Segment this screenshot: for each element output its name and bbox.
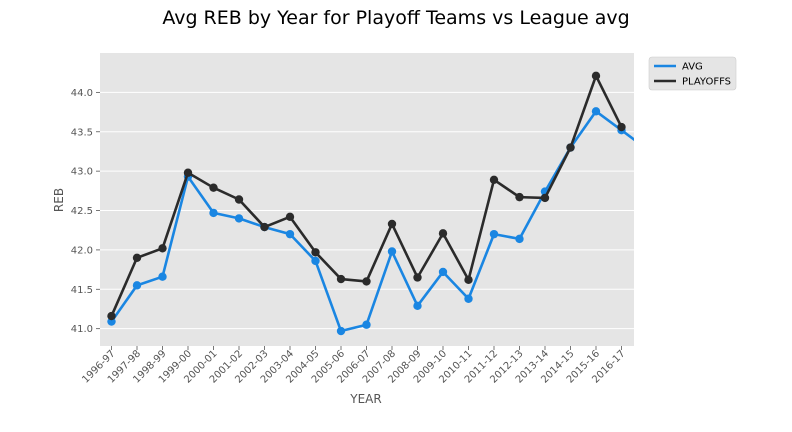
y-axis-label: REB bbox=[52, 188, 66, 212]
data-point-playoffs bbox=[362, 277, 371, 286]
series-playoffs bbox=[107, 71, 626, 321]
data-point-playoffs bbox=[107, 311, 116, 321]
y-tick-label: 41.5 bbox=[71, 285, 93, 296]
data-point-avg bbox=[132, 281, 142, 290]
data-point-avg bbox=[234, 214, 244, 223]
series-line-avg bbox=[110, 109, 634, 333]
data-point-playoffs bbox=[413, 273, 422, 282]
data-point-playoffs bbox=[464, 275, 473, 285]
data-point-playoffs bbox=[438, 229, 448, 238]
y-tick-label: 43.0 bbox=[71, 167, 93, 178]
data-point-avg bbox=[158, 272, 167, 281]
data-point-avg bbox=[413, 301, 422, 311]
data-point-avg bbox=[311, 256, 320, 266]
legend: AVG PLAYOFFS bbox=[648, 56, 737, 91]
data-point-playoffs bbox=[489, 175, 499, 185]
data-point-playoffs bbox=[158, 244, 167, 253]
y-tick-label: 44.0 bbox=[71, 88, 93, 99]
y-tick-label: 42.0 bbox=[71, 245, 93, 256]
legend-label-avg: AVG bbox=[682, 62, 703, 73]
data-point-playoffs bbox=[566, 143, 575, 152]
series-layer bbox=[107, 71, 634, 336]
y-tick-label: 43.5 bbox=[71, 127, 93, 138]
data-point-avg bbox=[591, 107, 601, 116]
data-point-playoffs bbox=[336, 274, 346, 284]
data-point-avg bbox=[438, 267, 448, 277]
x-axis-label: YEAR bbox=[349, 392, 381, 406]
data-point-playoffs bbox=[285, 212, 295, 222]
data-point-playoffs bbox=[183, 168, 193, 177]
data-point-playoffs bbox=[540, 193, 550, 203]
data-point-playoffs bbox=[591, 71, 601, 81]
data-point-playoffs bbox=[311, 248, 320, 257]
data-point-playoffs bbox=[260, 222, 269, 232]
data-point-avg bbox=[387, 247, 397, 256]
data-point-playoffs bbox=[515, 192, 524, 202]
data-point-avg bbox=[362, 320, 371, 329]
data-point-playoffs bbox=[209, 183, 218, 192]
data-point-avg bbox=[464, 294, 473, 303]
x-axis-ticks: 1996-971997-981998-991999-002000-012001-… bbox=[80, 346, 628, 386]
data-point-playoffs bbox=[234, 195, 244, 204]
y-axis-ticks: 41.0 41.5 42.0 42.5 43.0 43.5 44.0 bbox=[71, 88, 100, 335]
data-point-playoffs bbox=[132, 253, 142, 262]
data-point-avg bbox=[515, 234, 524, 244]
data-point-avg bbox=[285, 229, 295, 239]
data-point-avg bbox=[489, 229, 499, 239]
data-point-playoffs bbox=[387, 219, 397, 229]
legend-label-playoffs: PLAYOFFS bbox=[682, 77, 731, 88]
series-avg bbox=[107, 107, 634, 336]
grid bbox=[100, 91, 634, 330]
data-point-playoffs bbox=[617, 122, 626, 132]
data-point-avg bbox=[336, 326, 346, 336]
y-tick-label: 42.5 bbox=[71, 206, 93, 217]
y-tick-label: 41.0 bbox=[71, 324, 93, 335]
chart-title: Avg REB by Year for Playoff Teams vs Lea… bbox=[162, 7, 629, 29]
data-point-avg bbox=[209, 208, 218, 218]
